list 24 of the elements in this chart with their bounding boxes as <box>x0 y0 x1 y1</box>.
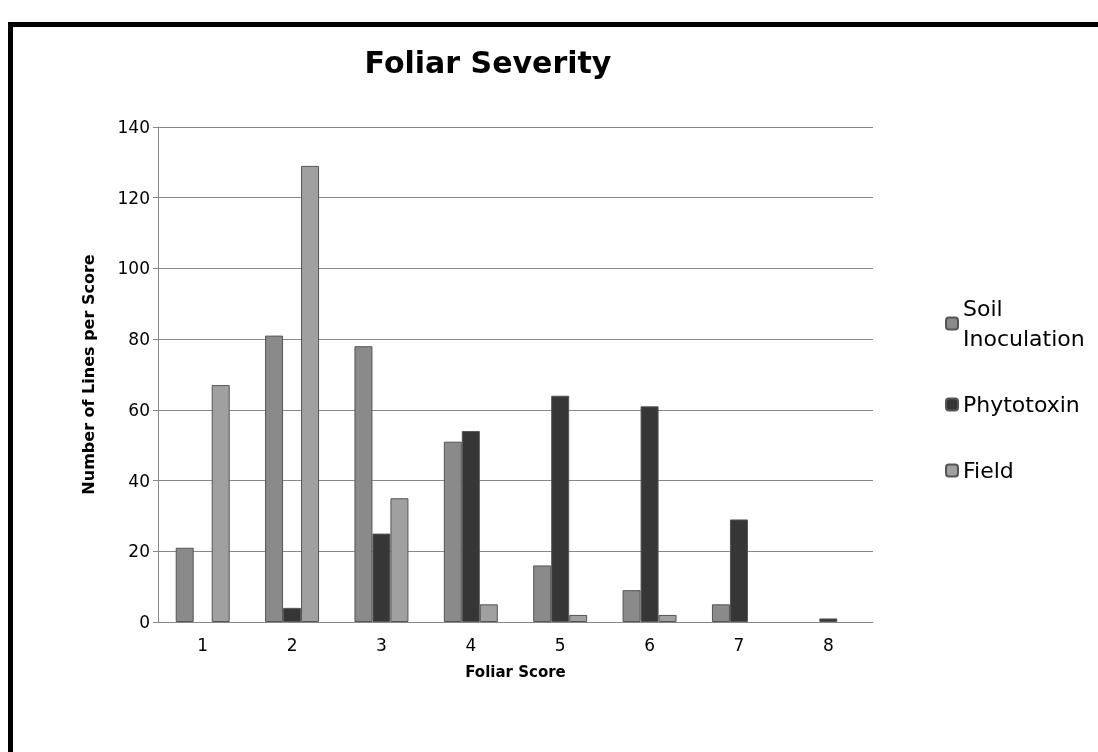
x-tick-label: 8 <box>822 634 834 655</box>
x-tick-label: 5 <box>554 634 566 655</box>
legend-label: Soil Inoculation <box>963 296 1085 351</box>
y-tick-label: 0 <box>139 612 150 632</box>
y-tick-label: 20 <box>128 541 150 562</box>
chart-title: Foliar Severity <box>364 44 612 80</box>
y-tick-label: 100 <box>117 258 150 279</box>
x-axis-title: Foliar Score <box>465 662 566 681</box>
legend-label: Field <box>963 458 1014 483</box>
x-tick-label: 6 <box>644 634 655 655</box>
x-tick-label: 7 <box>733 634 745 655</box>
legend-label: Phytotoxin <box>963 392 1080 417</box>
x-tick-label: 3 <box>376 634 387 655</box>
x-tick-label: 4 <box>465 634 477 655</box>
bar <box>819 618 838 622</box>
bar <box>211 385 230 622</box>
x-tick-label: 1 <box>197 634 209 655</box>
y-tick-label: 80 <box>128 329 150 350</box>
x-tick-label: 2 <box>286 634 298 655</box>
y-axis-title: Number of Lines per Score <box>78 254 98 495</box>
y-tick-label: 120 <box>117 187 150 208</box>
y-tick-label: 40 <box>128 470 150 491</box>
y-tick-label: 60 <box>128 399 150 420</box>
y-tick-label: 140 <box>117 117 150 137</box>
